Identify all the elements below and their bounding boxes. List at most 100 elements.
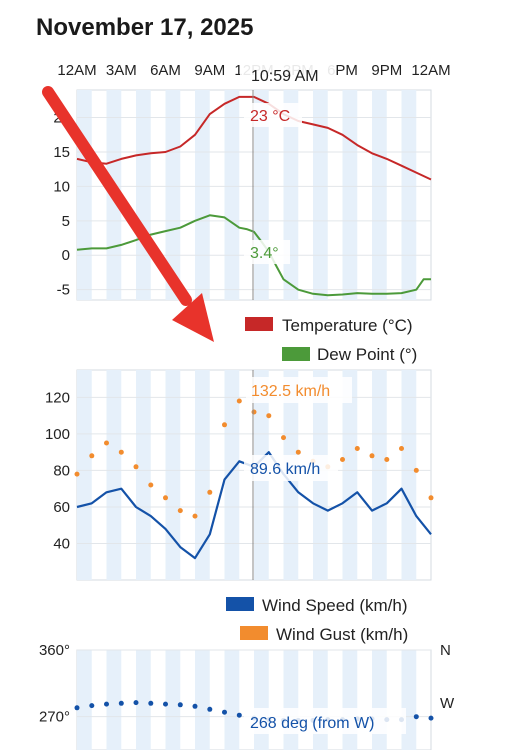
temp-hour-stripe — [165, 90, 181, 300]
temperature-readout: 23 °C — [250, 108, 290, 125]
wind-gust-point[interactable] — [177, 508, 183, 514]
wind-hour-stripe — [77, 370, 92, 580]
wind-gust-point[interactable] — [340, 457, 345, 462]
wind-gust-point[interactable] — [295, 449, 301, 455]
legend-swatch-wind-speed — [226, 597, 254, 611]
wind-direction-point[interactable] — [207, 706, 213, 712]
wind-direction-point[interactable] — [222, 709, 227, 715]
wind-direction-readout: 268 deg (from W) — [250, 715, 374, 732]
direction-hour-stripe — [224, 650, 240, 750]
wind-gust-point[interactable] — [369, 453, 375, 459]
speed-readout-box — [244, 455, 338, 481]
wind-gust-point[interactable] — [133, 464, 139, 470]
wind-direction-point[interactable] — [177, 702, 183, 708]
cursor-time-box — [240, 61, 336, 87]
direction-readout-box — [244, 708, 406, 734]
temp-y-tick-label: 0 — [62, 247, 70, 264]
wind-direction-point[interactable] — [118, 700, 124, 706]
direction-hour-stripe — [136, 650, 151, 750]
wind-y-tick-label: 40 — [53, 535, 70, 552]
direction-hour-stripe — [401, 650, 417, 750]
temp-hour-stripe — [313, 90, 328, 300]
wind-gust-point[interactable] — [236, 398, 242, 404]
dew-readout-box — [244, 240, 290, 264]
temp-hour-stripe — [372, 90, 387, 300]
temp-y-tick-label: 5 — [62, 213, 70, 230]
wind-direction-point[interactable] — [133, 700, 139, 706]
wind-gust-point[interactable] — [354, 446, 360, 451]
wind-direction-chart[interactable]: 360° 270° N W 268 deg (from W) — [0, 640, 509, 750]
temp-hour-stripe — [401, 90, 417, 300]
wind-hour-stripe — [401, 370, 417, 580]
temp-y-tick-label: 20 — [53, 110, 70, 127]
wind-direction-point[interactable] — [192, 703, 198, 709]
direction-hour-stripe — [106, 650, 122, 750]
compass-label-north: N — [440, 642, 451, 659]
wind-hour-stripe — [165, 370, 181, 580]
dewpoint-readout: 3.4° — [250, 245, 279, 262]
wind-gust-point[interactable] — [384, 457, 390, 462]
temp-hour-stripe — [195, 90, 210, 300]
x-tick-label: 9PM — [371, 62, 402, 79]
wind-gust-point[interactable] — [281, 435, 286, 441]
legend-swatch-wind-gust — [240, 626, 268, 640]
temperature-dewpoint-chart[interactable]: 12AM3AM6AM9AM12PM3PM6PM9PM12AM -50510152… — [0, 55, 509, 365]
wind-gust-point[interactable] — [148, 482, 154, 488]
legend-label-wind-gust: Wind Gust (km/h) — [276, 625, 408, 644]
legend-swatch-temperature — [245, 317, 273, 331]
wind-hour-stripe — [342, 370, 358, 580]
x-tick-label: 9AM — [194, 62, 225, 79]
gust-readout-box — [246, 377, 352, 403]
wind-gust-point[interactable] — [118, 449, 124, 455]
wind-direction-point[interactable] — [236, 712, 242, 718]
direction-hour-stripe — [165, 650, 181, 750]
wind-gust-point[interactable] — [104, 440, 109, 446]
wind-direction-point[interactable] — [74, 705, 80, 711]
wind-y-tick-label: 100 — [45, 426, 70, 443]
wind-y-tick-label: 120 — [45, 389, 70, 406]
wind-gust-point[interactable] — [89, 453, 95, 459]
wind-chart[interactable]: 40 60 80 100 120 132.5 km/h 89.6 km/h Wind S… — [0, 362, 509, 644]
temp-hour-stripe — [224, 90, 240, 300]
wind-gust-point[interactable] — [428, 495, 434, 501]
wind-direction-point[interactable] — [428, 715, 434, 721]
direction-hour-stripe — [77, 650, 92, 750]
temp-readout-box — [244, 103, 302, 127]
x-tick-label: 6AM — [150, 62, 181, 79]
temp-y-tick-label: -5 — [57, 282, 70, 299]
direction-y-tick-label: 270° — [39, 709, 70, 726]
wind-hour-stripe — [195, 370, 210, 580]
direction-hour-stripe — [372, 650, 387, 750]
wind-direction-point[interactable] — [89, 703, 95, 709]
direction-hour-stripe — [313, 650, 328, 750]
legend-label-dewpoint: Dew Point (°) — [317, 345, 417, 364]
wind-gust-point[interactable] — [266, 413, 272, 419]
wind-hour-stripe — [372, 370, 387, 580]
wind-direction-point[interactable] — [148, 700, 154, 706]
wind-hour-stripe — [106, 370, 122, 580]
direction-y-tick-label: 360° — [39, 642, 70, 659]
temp-hour-stripe — [77, 90, 92, 300]
wind-direction-point[interactable] — [104, 701, 109, 707]
temp-hour-stripe — [342, 90, 358, 300]
cursor-time: 10:59 AM — [251, 68, 319, 85]
wind-gust-point[interactable] — [399, 446, 404, 451]
legend-label-temperature: Temperature (°C) — [282, 316, 413, 335]
wind-direction-point[interactable] — [413, 714, 419, 720]
x-tick-label: 3AM — [106, 62, 137, 79]
wind-gust-point[interactable] — [222, 422, 227, 428]
wind-gust-point[interactable] — [163, 495, 168, 501]
legend-swatch-dewpoint — [282, 347, 310, 361]
direction-hour-stripe — [195, 650, 210, 750]
wind-gust-point[interactable] — [251, 409, 257, 415]
wind-direction-point[interactable] — [163, 701, 168, 707]
wind-hour-stripe — [224, 370, 240, 580]
wind-hour-stripe — [136, 370, 151, 580]
wind-gust-point[interactable] — [74, 471, 80, 477]
wind-gust-point[interactable] — [192, 513, 198, 519]
wind-gust-point[interactable] — [207, 489, 213, 495]
wind-y-tick-label: 60 — [53, 499, 70, 516]
temp-y-tick-label: 10 — [53, 178, 70, 195]
wind-gust-point[interactable] — [413, 467, 419, 473]
x-tick-label: 12AM — [411, 62, 450, 79]
